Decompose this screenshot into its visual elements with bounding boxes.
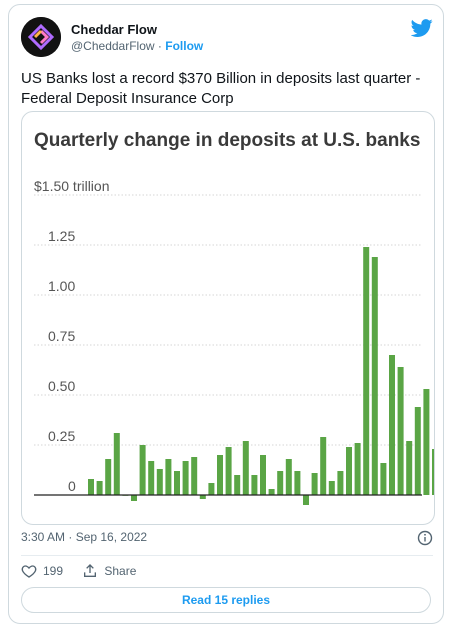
chart-bar [165,459,172,495]
read-replies-button[interactable]: Read 15 replies [21,587,431,613]
chart-bar [294,471,301,495]
follow-button[interactable]: Follow [165,39,204,53]
twitter-bird-icon[interactable] [411,17,433,39]
tweet-timestamp[interactable]: 3:30 AM · Sep 16, 2022 [21,530,148,544]
chart-bar [174,471,180,495]
chart-bar [406,441,413,495]
chart-bar [251,475,258,495]
chart-bar [96,481,103,495]
chart-bar [389,355,395,495]
chart-bar [414,407,421,495]
y-tick-label: $1.50 trillion [34,178,110,194]
chart-bar [268,489,275,495]
chart-bar [217,455,223,495]
handle-separator: · [157,39,162,53]
author-handle[interactable]: @CheddarFlow [71,39,155,53]
y-tick-label: 0.50 [48,378,75,394]
chart-bar [380,463,387,495]
heart-icon [21,565,37,578]
chart-plot: $1.50 trillion 1.25 1.00 0.75 0.50 0.25 0 [34,178,434,505]
chart-bar [208,483,215,495]
chart-bar [260,455,266,495]
share-icon [84,564,97,577]
like-button[interactable]: 199 [21,563,63,579]
chart-title: Quarterly change in deposits at U.S. ban… [34,130,421,151]
tweet-meta-row: 3:30 AM · Sep 16, 2022 [21,530,437,548]
chart-bar [337,471,344,495]
chart-bar [199,495,206,499]
y-tick-label: 1.25 [48,228,75,244]
chart-bar [139,445,146,495]
divider [21,555,433,556]
chart-bar [148,461,155,495]
chart-bar [371,257,378,495]
author-handle-row: @CheddarFlow · Follow [71,39,203,53]
cheddarflow-logo-icon [21,17,61,57]
chart-bar [320,437,327,495]
like-count: 199 [43,564,64,578]
chart-bar [328,481,335,495]
chart-bar [225,447,232,495]
y-tick-label: 0.75 [48,328,75,344]
y-tick-label: 1.00 [48,278,75,294]
chart-bar [423,389,430,495]
chart-bar [397,367,404,495]
y-tick-label: 0 [68,478,76,494]
chart-bar [105,459,112,495]
chart-bar [303,495,309,505]
tweet-actions: 199 Share [21,563,136,583]
chart-bar [88,479,94,495]
chart-bar [346,447,352,495]
author-name[interactable]: Cheddar Flow [71,22,157,37]
chart-bar [363,247,370,495]
tweet-card: Cheddar Flow @CheddarFlow · Follow US Ba… [8,4,444,624]
share-button[interactable]: Share [82,563,136,579]
chart-bar [277,471,284,495]
y-tick-label: 0.25 [48,428,75,444]
chart-bar [311,473,318,495]
chart-bar [234,475,241,495]
avatar[interactable] [21,17,61,57]
chart-bar [191,457,198,495]
chart-bar [113,433,120,495]
share-label: Share [104,564,137,578]
chart-bar [432,449,434,495]
chart-bar [354,443,361,495]
chart-bar [182,461,189,495]
tweet-text: US Banks lost a record $370 Billion in d… [21,70,421,107]
chart-bar [242,441,249,495]
tweet-media-chart[interactable]: Quarterly change in deposits at U.S. ban… [21,111,435,525]
chart-bar [156,469,163,495]
chart-bar [131,495,137,501]
chart-bar [285,459,292,495]
info-icon[interactable] [417,530,433,546]
